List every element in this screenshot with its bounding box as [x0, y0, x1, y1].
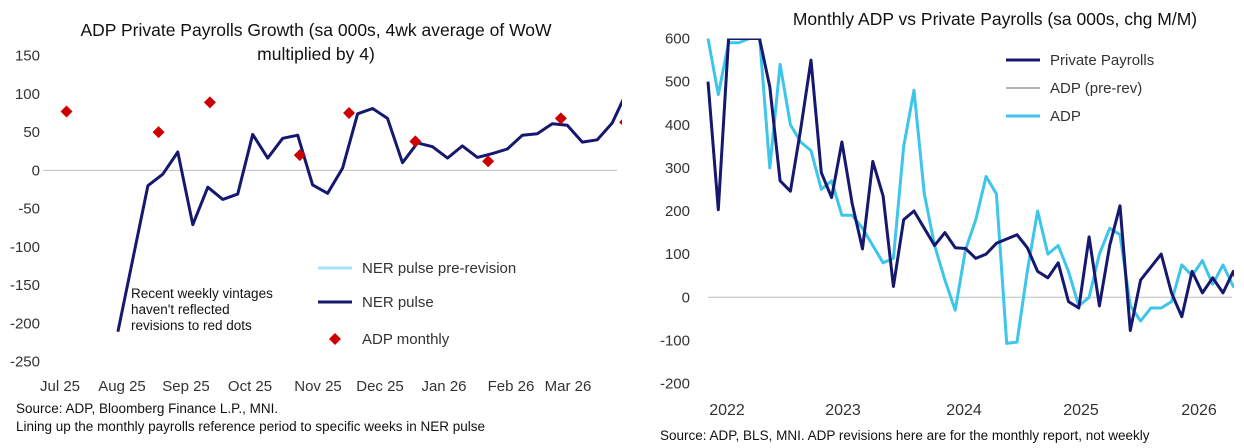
legend-label: ADP	[1050, 108, 1081, 125]
annotation-line: haven't reflected	[131, 302, 230, 317]
x-tick-label: 2022	[709, 402, 745, 419]
x-tick-label: Dec 25	[356, 378, 404, 395]
legend-label: ADP (pre-rev)	[1050, 80, 1142, 97]
x-tick-label: 2023	[825, 402, 861, 419]
right-chart: Monthly ADP vs Private Payrolls (sa 000s…	[660, 9, 1234, 443]
adp-monthly-point	[203, 96, 216, 109]
x-tick-label: Sep 25	[162, 378, 210, 395]
left-chart: ADP Private Payrolls Growth (sa 000s, 4w…	[10, 20, 622, 434]
legend-swatch-adp-monthly	[329, 333, 341, 345]
y-tick-label: -50	[18, 201, 40, 218]
x-tick-label: 2025	[1063, 402, 1099, 419]
adp-monthly-point	[619, 119, 622, 126]
adp-monthly-point	[554, 112, 567, 125]
y-tick-label: 100	[665, 246, 690, 263]
annotation-line: Recent weekly vintages	[131, 286, 273, 301]
adp-monthly-point	[293, 149, 306, 162]
x-tick-label: 2024	[946, 402, 982, 419]
y-tick-label: -200	[660, 376, 690, 393]
y-tick-label: 200	[665, 203, 690, 220]
y-tick-label: -200	[10, 315, 40, 332]
y-tick-label: -150	[10, 277, 40, 294]
adp-monthly-point	[152, 126, 165, 139]
adp-monthly-point	[409, 135, 422, 148]
x-tick-label: Aug 25	[98, 378, 146, 395]
x-tick-label: Mar 26	[545, 378, 592, 395]
annotation-line: revisions to red dots	[131, 318, 252, 333]
series-line-ner-pulse	[116, 98, 622, 333]
legend-label: ADP monthly	[362, 331, 450, 348]
y-tick-label: 500	[665, 74, 690, 91]
legend-label: Private Payrolls	[1050, 52, 1154, 69]
y-tick-label: 150	[15, 48, 40, 65]
y-tick-label: -100	[10, 239, 40, 256]
source-note: Source: ADP, BLS, MNI. ADP revisions her…	[660, 428, 1150, 443]
y-tick-label: 600	[665, 31, 690, 48]
y-tick-label: 300	[665, 160, 690, 177]
adp-monthly-point	[343, 107, 356, 120]
y-tick-label: -250	[10, 354, 40, 371]
chart-title: Monthly ADP vs Private Payrolls (sa 000s…	[793, 9, 1197, 29]
series-line-adp	[706, 38, 1234, 345]
chart-title-line: multiplied by 4)	[257, 44, 375, 64]
x-tick-label: Oct 25	[228, 378, 272, 395]
adp-monthly-point	[60, 105, 73, 118]
series-line-private-payrolls	[706, 38, 1234, 332]
y-tick-label: -100	[660, 332, 690, 349]
chart-title-line: ADP Private Payrolls Growth (sa 000s, 4w…	[80, 20, 552, 40]
y-tick-label: 400	[665, 117, 690, 134]
source-note-line: Source: ADP, Bloomberg Finance L.P., MNI…	[16, 401, 278, 416]
y-tick-label: 100	[15, 86, 40, 103]
x-tick-label: Jul 25	[40, 378, 80, 395]
legend-label: NER pulse pre-revision	[362, 260, 516, 277]
x-tick-label: 2026	[1181, 402, 1217, 419]
x-tick-label: Nov 25	[294, 378, 342, 395]
y-tick-label: 0	[682, 289, 690, 306]
plot-area	[706, 38, 1234, 345]
y-tick-label: 0	[32, 162, 40, 179]
x-tick-label: Jan 26	[421, 378, 466, 395]
source-note-line: Lining up the monthly payrolls reference…	[16, 419, 485, 434]
legend-label: NER pulse	[362, 294, 434, 311]
x-tick-label: Feb 26	[488, 378, 535, 395]
adp-monthly-point	[482, 155, 495, 168]
y-tick-label: 50	[23, 124, 40, 141]
